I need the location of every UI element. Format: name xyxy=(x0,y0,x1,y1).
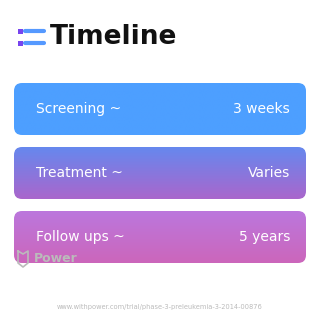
Text: www.withpower.com/trial/phase-3-preleukemia-3-2014-00876: www.withpower.com/trial/phase-3-preleuke… xyxy=(57,304,263,310)
Text: Timeline: Timeline xyxy=(50,24,177,50)
Bar xyxy=(18,28,23,33)
Text: Power: Power xyxy=(34,252,78,266)
Text: 3 weeks: 3 weeks xyxy=(233,102,290,116)
Text: Screening ~: Screening ~ xyxy=(36,102,121,116)
Text: Varies: Varies xyxy=(248,166,290,180)
Text: 5 years: 5 years xyxy=(239,230,290,244)
Text: Treatment ~: Treatment ~ xyxy=(36,166,123,180)
Bar xyxy=(18,41,23,45)
Text: Follow ups ~: Follow ups ~ xyxy=(36,230,125,244)
